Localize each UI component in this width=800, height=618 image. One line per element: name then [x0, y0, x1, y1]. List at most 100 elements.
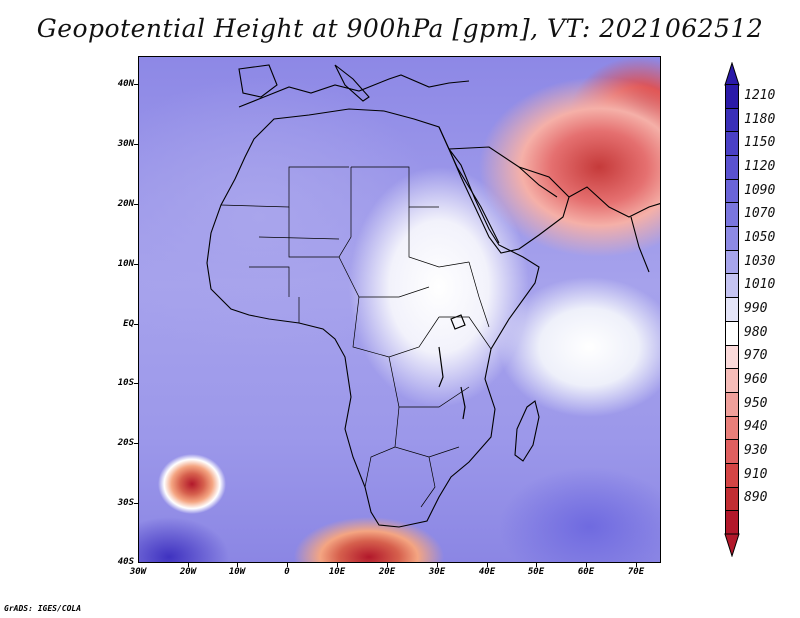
map-panel	[138, 56, 661, 563]
colorbar-level-label: 980	[744, 324, 768, 340]
lat-label: 40S	[117, 557, 134, 567]
lat-label: 20S	[117, 438, 134, 448]
lon-tick	[636, 563, 637, 567]
border	[351, 166, 439, 208]
arabian-peninsula	[448, 146, 570, 254]
lat-tick	[134, 324, 138, 325]
lat-tick	[134, 144, 138, 145]
chart-title: Geopotential Height at 900hPa [gpm], VT:…	[36, 14, 764, 43]
border	[408, 207, 470, 268]
lon-tick	[237, 563, 238, 567]
persian-gulf	[518, 166, 558, 198]
colorbar-level-label: 890	[744, 490, 768, 506]
lat-label: 10S	[117, 378, 134, 388]
colorbar-segment	[725, 84, 739, 109]
colorbar-top-arrow	[724, 62, 740, 86]
colorbar-level-label: 1070	[744, 206, 776, 222]
colorbar-level-label: 1150	[744, 135, 776, 151]
colorbar-level-label: 1030	[744, 253, 776, 269]
lon-label: 70E	[627, 567, 645, 577]
border	[338, 256, 430, 298]
border	[249, 266, 290, 297]
colorbar-segment	[725, 249, 739, 275]
india-west	[630, 216, 650, 273]
lat-tick	[134, 84, 138, 85]
africa-coastline	[206, 108, 540, 528]
madagascar	[514, 400, 540, 462]
colorbar-segment	[725, 155, 739, 180]
colorbar-segment	[725, 131, 739, 157]
lon-tick	[188, 563, 189, 567]
border	[420, 456, 436, 508]
lat-label: 40N	[117, 79, 134, 89]
lat-tick	[134, 264, 138, 265]
lat-tick	[134, 443, 138, 444]
colorbar-segment	[725, 415, 739, 441]
lon-tick	[387, 563, 388, 567]
lat-label: 20N	[117, 199, 134, 209]
colorbar-level-label: 910	[744, 466, 768, 482]
colorbar-segment	[725, 391, 739, 417]
lake-malawi	[460, 386, 466, 420]
colorbar-level-label: 1050	[744, 229, 776, 245]
colorbar-level-label: 930	[744, 443, 768, 459]
colorbar-segment	[725, 439, 739, 464]
lon-label: 30E	[428, 567, 446, 577]
lon-tick	[487, 563, 488, 567]
colorbar-level-label: 1120	[744, 158, 776, 174]
colorbar-level-label: 990	[744, 301, 768, 316]
lon-label: 20W	[179, 567, 197, 577]
colorbar-level-label: 1010	[744, 277, 776, 293]
colorbar-segment	[725, 510, 739, 535]
border	[439, 316, 492, 350]
colorbar-segment	[725, 462, 739, 488]
lat-label: 30S	[117, 498, 134, 508]
lon-tick	[437, 563, 438, 567]
lon-tick	[287, 563, 288, 567]
lon-label: 50E	[527, 567, 545, 577]
lon-label: 30W	[129, 567, 147, 577]
colorbar-segment	[725, 226, 739, 251]
border	[468, 261, 490, 328]
colorbar-level-label: 1210	[744, 87, 776, 103]
border	[364, 446, 396, 488]
lon-label: 0	[284, 567, 290, 577]
italy	[334, 64, 370, 102]
europe-coast	[238, 74, 470, 108]
lat-label: EQ	[123, 319, 134, 329]
lake-tanganyika	[438, 346, 444, 388]
colorbar-segment	[725, 297, 739, 322]
coastlines-and-borders	[206, 64, 660, 528]
lat-tick	[134, 503, 138, 504]
lon-label: 10W	[228, 567, 246, 577]
lon-tick	[586, 563, 587, 567]
colorbar-level-label: 940	[744, 419, 768, 435]
lat-tick	[134, 383, 138, 384]
lon-label: 20E	[378, 567, 396, 577]
asia-coast	[568, 186, 660, 218]
border	[288, 167, 352, 258]
colorbar-segment	[725, 344, 739, 370]
colorbar-segment	[725, 486, 739, 512]
border	[220, 166, 349, 208]
lon-label: 10E	[328, 567, 346, 577]
colorbar-level-label: 1090	[744, 182, 776, 198]
lon-tick	[337, 563, 338, 567]
colorbar-segment	[725, 107, 739, 133]
colorbar-segment	[725, 178, 739, 204]
red-sea	[438, 126, 500, 244]
colorbar-level-label: 970	[744, 348, 768, 364]
lon-label: 60E	[577, 567, 595, 577]
iberia	[238, 64, 278, 98]
grads-credit: GrADS: IGES/COLA	[4, 604, 82, 613]
colorbar-level-label: 960	[744, 372, 768, 388]
colorbar-bottom-arrow	[724, 533, 740, 557]
lon-label: 40E	[478, 567, 496, 577]
colorbar-segment	[725, 273, 739, 299]
border	[352, 296, 440, 358]
lat-tick	[134, 204, 138, 205]
colorbar-segment	[725, 368, 739, 393]
lon-tick	[536, 563, 537, 567]
colorbar-level-label: 950	[744, 395, 768, 411]
lake-victoria	[450, 314, 466, 330]
